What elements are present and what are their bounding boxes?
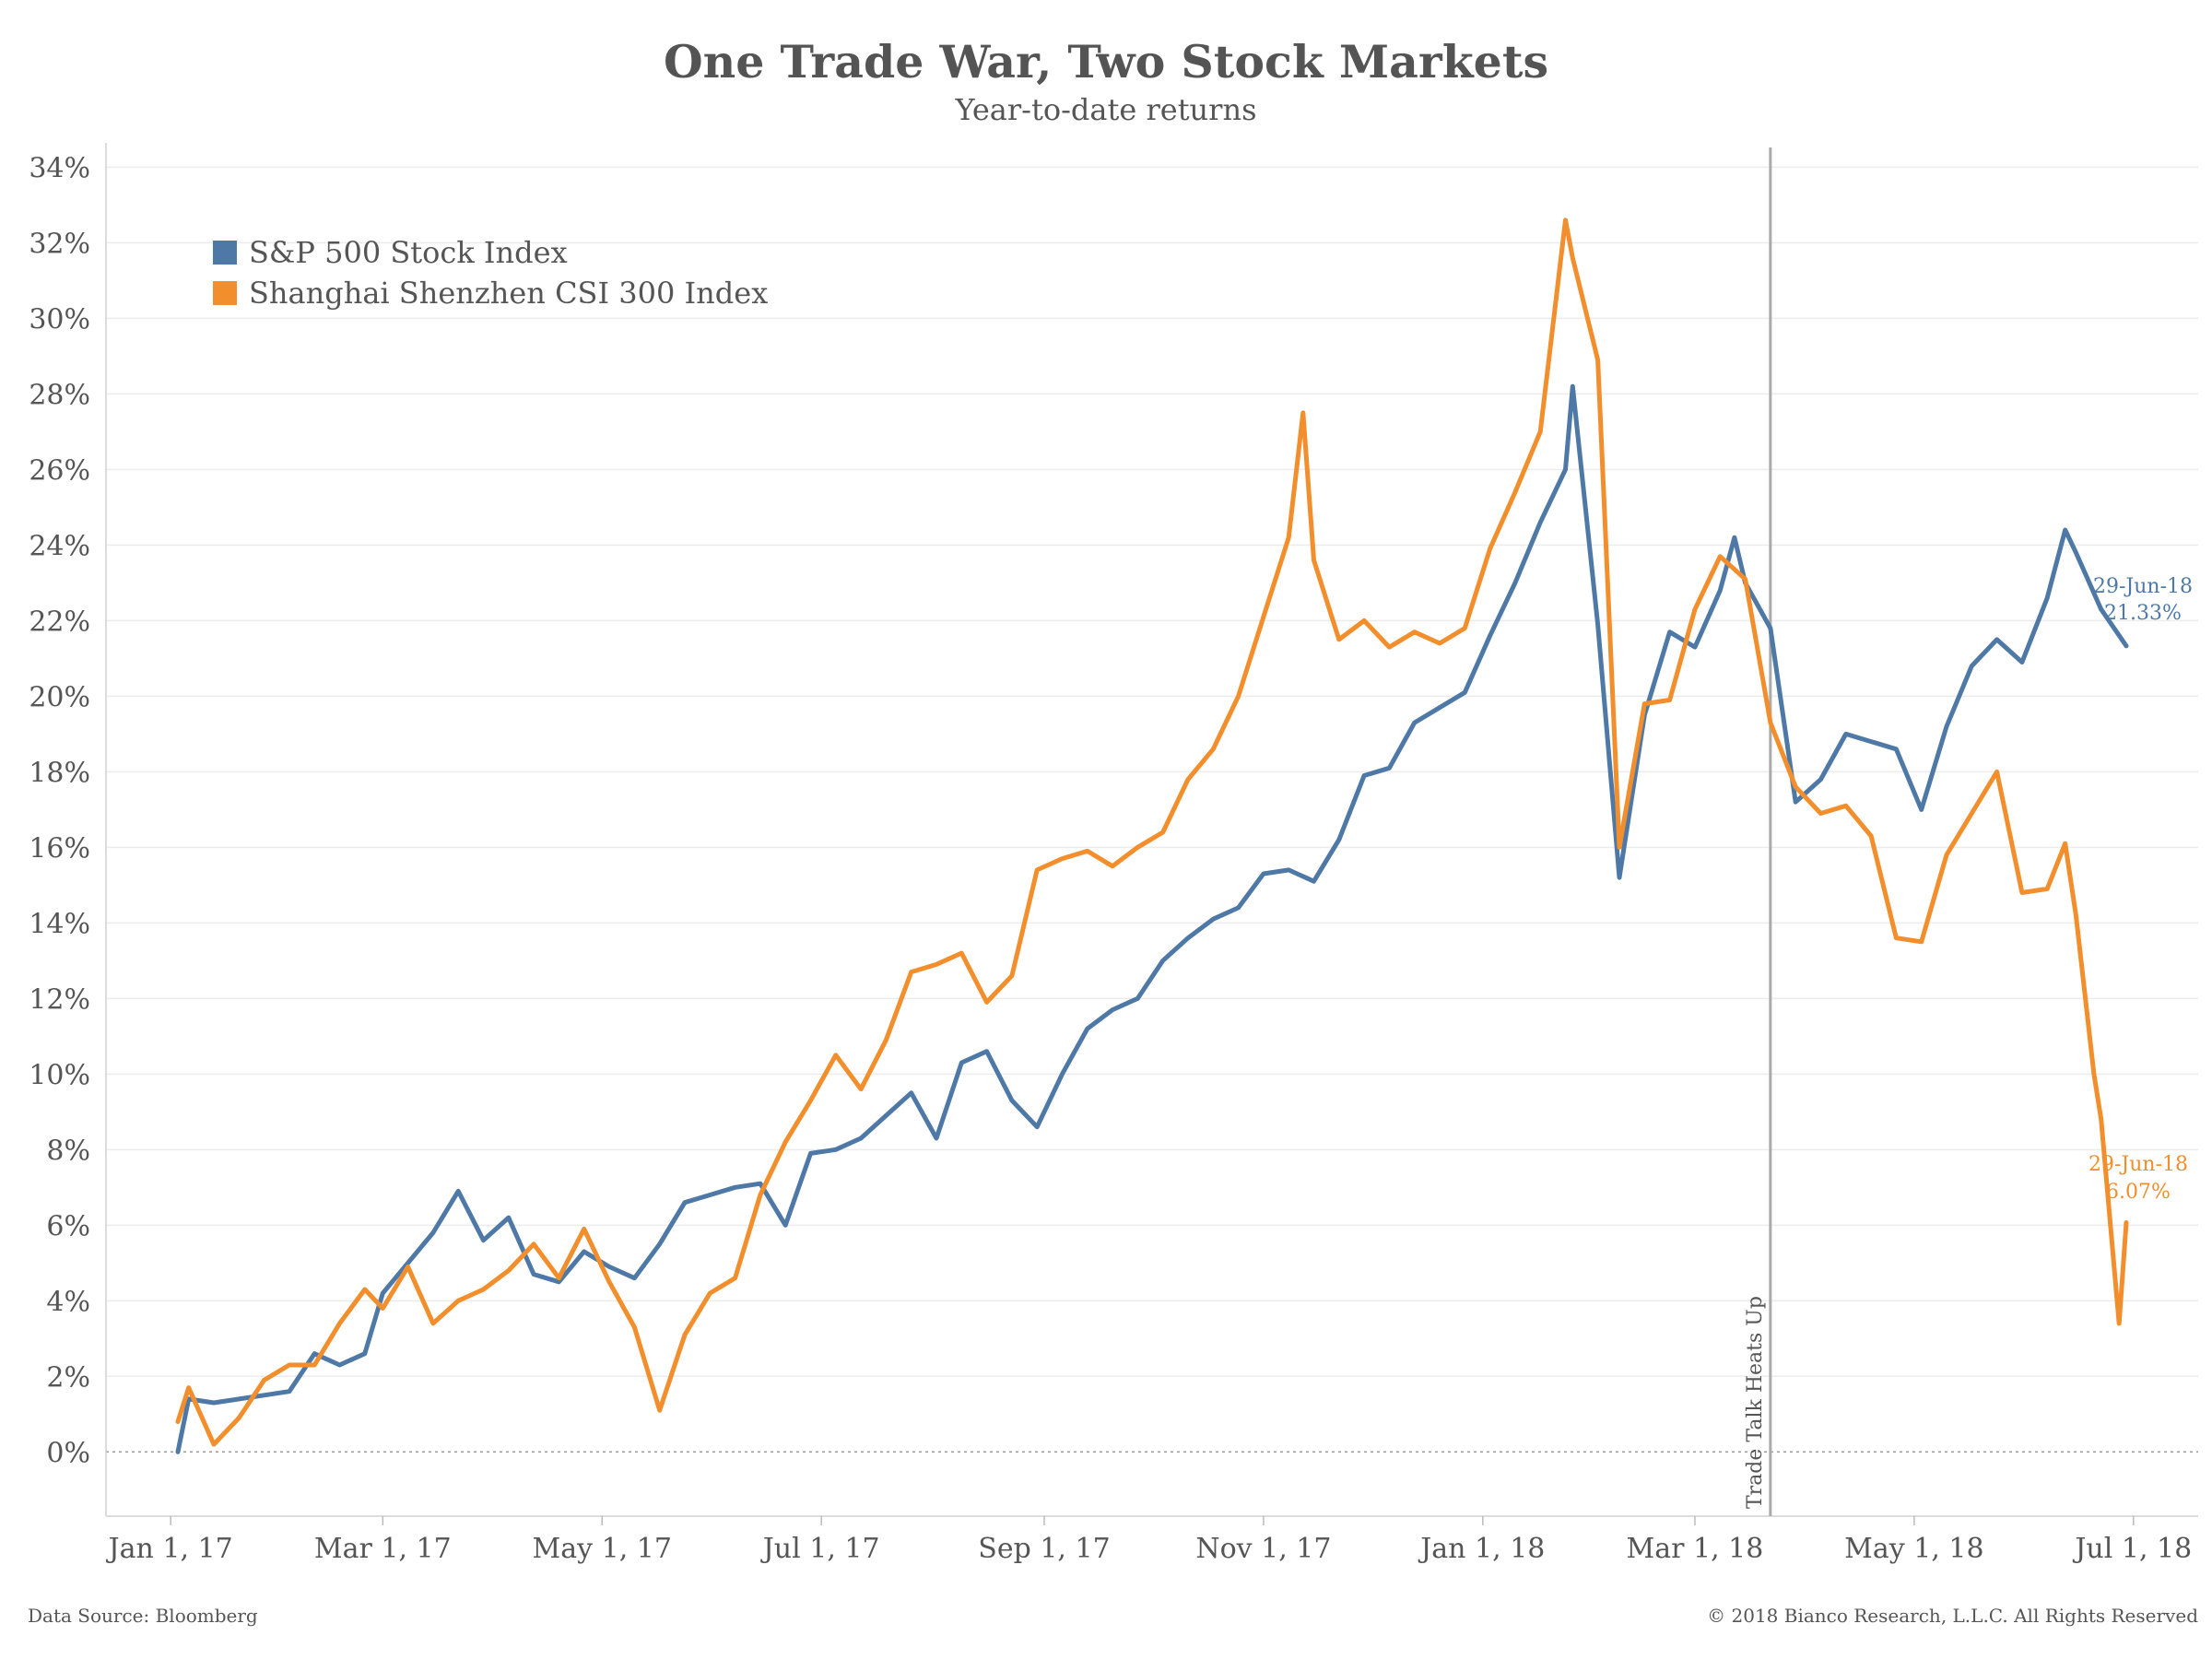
y-tick-label: 12% [29,983,90,1016]
x-tick-label: May 1, 18 [1844,1533,1983,1565]
trade-talk-label: Trade Talk Heats Up [1744,1296,1767,1509]
y-tick-label: 14% [29,908,90,940]
legend-label-spx: S&P 500 Stock Index [249,235,568,270]
x-axis-ticks: Jan 1, 17 Mar 1, 17 May 1, 17 Jul 1, 17 Sep … [106,1516,2192,1565]
copyright-note: © 2018 Bianco Research, L.L.C. All Right… [1707,1605,2198,1627]
y-tick-label: 22% [29,606,90,638]
x-tick-label: Jan 1, 17 [106,1533,233,1565]
chart-subtitle: Year-to-date returns [955,92,1257,127]
y-tick-label: 26% [29,454,90,487]
y-tick-label: 16% [29,832,90,865]
legend-swatch-csi [213,281,237,305]
y-tick-label: 2% [46,1361,90,1394]
y-tick-label: 0% [46,1437,90,1469]
y-tick-label: 28% [29,379,90,411]
x-tick-label: Sep 1, 17 [978,1533,1110,1565]
y-tick-label: 34% [29,152,90,184]
x-tick-label: Jan 1, 18 [1418,1533,1545,1565]
chart-title: One Trade War, Two Stock Markets [664,35,1548,88]
x-tick-label: Mar 1, 18 [1627,1533,1764,1565]
y-tick-label: 4% [46,1286,90,1318]
legend: S&P 500 Stock Index Shanghai Shenzhen CS… [213,235,768,311]
annotations: Trade Talk Heats Up [1744,147,1772,1516]
y-tick-label: 8% [46,1135,90,1167]
y-tick-label: 32% [29,228,90,260]
axes [105,143,2198,1517]
csi-end-value-label: 6.07% [2106,1181,2171,1204]
spx-end-value-label: 21.33% [2104,602,2182,625]
series-lines [175,218,2129,1454]
x-tick-label: Nov 1, 17 [1195,1533,1331,1565]
y-tick-label: 6% [46,1210,90,1242]
x-tick-label: Mar 1, 17 [314,1533,452,1565]
y-tick-label: 20% [29,681,90,713]
y-tick-label: 18% [29,757,90,789]
y-tick-label: 30% [29,303,90,335]
y-tick-label: 10% [29,1059,90,1091]
csi-series-line [175,218,2129,1447]
legend-swatch-spx [213,241,237,265]
legend-label-csi: Shanghai Shenzhen CSI 300 Index [249,276,768,311]
data-source-note: Data Source: Bloomberg [28,1605,258,1627]
x-tick-label: Jul 1, 17 [760,1533,880,1565]
x-tick-label: Jul 1, 18 [2072,1533,2192,1565]
spx-end-date-label: 29-Jun-18 [2093,575,2193,598]
end-labels: 29-Jun-18 21.33% 29-Jun-18 6.07% [2088,575,2193,1204]
y-tick-label: 24% [29,530,90,562]
spx-series-line [175,383,2129,1454]
csi-end-date-label: 29-Jun-18 [2088,1153,2188,1176]
gridlines [106,166,2198,1453]
y-axis-ticks: 0% 2% 4% 6% 8% 10% 12% 14% 16% 18% 20% 22% 24% 26% 28%… [29,152,90,1469]
x-tick-label: May 1, 17 [533,1533,672,1565]
